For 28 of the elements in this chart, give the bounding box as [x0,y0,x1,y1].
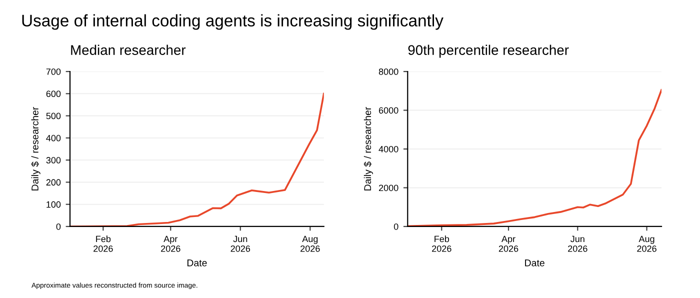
y-tick-label: 8000 [378,68,398,75]
y-tick-label: 600 [46,90,61,98]
chart-title: Median researcher [71,44,186,55]
y-tick-label: 6000 [378,107,398,114]
x-tick-label: Feb 2026 [432,236,452,252]
y-axis-title: Daily $ / researcher [364,107,373,190]
x-tick-label: Apr 2026 [161,236,180,252]
x-tick-label: Feb 2026 [94,236,113,252]
x-tick-label: Jun 2026 [568,236,588,252]
y-tick-label: 100 [46,201,61,208]
y-tick-label: 200 [46,179,61,186]
y-tick-label: 400 [46,134,61,142]
y-axis-title: Daily $ / researcher [31,107,40,190]
y-tick-label: 4000 [378,146,398,152]
x-axis-title: Date [525,260,544,266]
x-tick-label: Aug 2026 [300,236,320,252]
y-tick-label: 700 [46,68,61,75]
x-tick-label: Jun 2026 [230,236,250,252]
y-tick-label: 0 [394,223,398,230]
x-axis-title: Date [187,260,207,266]
y-tick-label: 0 [56,223,61,230]
y-tick-label: 300 [46,157,61,164]
x-tick-label: Apr 2026 [498,236,518,252]
y-tick-label: 500 [46,112,61,120]
x-tick-label: Aug 2026 [637,236,656,252]
chart-title: 90th percentile researcher [408,44,569,58]
y-tick-label: 2000 [378,184,398,192]
text: Usage of internal coding agents is increasing significantly [22,14,444,30]
